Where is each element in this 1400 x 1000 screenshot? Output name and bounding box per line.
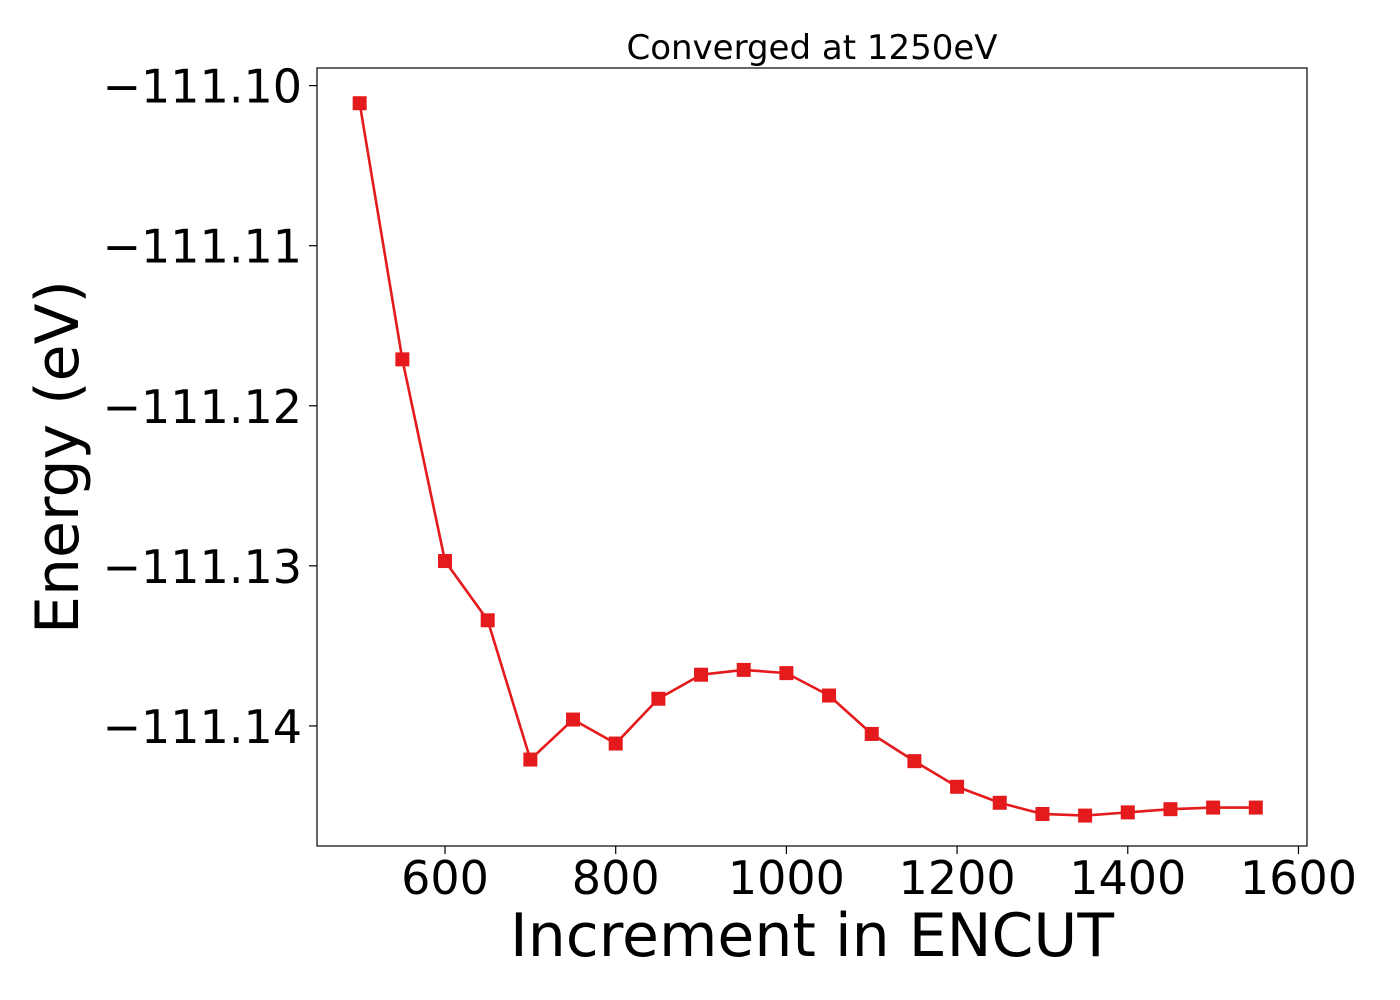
x-tick-label: 1600: [1240, 851, 1357, 905]
x-tick-label: 600: [401, 851, 489, 905]
x-axis-title: Increment in ENCUT: [510, 901, 1114, 971]
data-point-marker: [438, 554, 453, 569]
data-point-marker: [1035, 806, 1050, 821]
data-point-marker: [523, 752, 538, 767]
y-axis: −111.10 −111.11 −111.12 −111.13 −111.14: [103, 60, 317, 754]
data-point-marker: [1120, 805, 1135, 820]
series-layer: [352, 96, 1263, 823]
x-tick-label: 1400: [1069, 851, 1186, 905]
data-point-marker: [822, 688, 837, 703]
y-tick-label: −111.14: [103, 700, 303, 754]
data-point-marker: [608, 736, 623, 751]
data-point-marker: [1163, 802, 1178, 817]
data-point-marker: [992, 795, 1007, 810]
x-axis: 600 800 1000 1200 1400 1600: [401, 846, 1357, 905]
x-tick-label: 1000: [728, 851, 845, 905]
data-point-marker: [779, 666, 794, 681]
data-point-marker: [352, 96, 367, 111]
series-line: [358, 103, 1256, 817]
y-tick-label: −111.10: [103, 60, 303, 114]
data-point-marker: [566, 712, 581, 727]
y-tick-label: −111.12: [103, 380, 303, 434]
data-point-marker: [950, 779, 965, 794]
data-point-marker: [736, 662, 751, 677]
x-tick-label: 800: [572, 851, 660, 905]
data-point-marker: [694, 667, 709, 682]
data-point-marker: [907, 754, 922, 769]
data-point-marker: [1206, 800, 1221, 815]
y-tick-label: −111.13: [103, 540, 303, 594]
data-point-marker: [480, 613, 495, 628]
chart-title: Converged at 1250eV: [626, 28, 997, 68]
data-point-marker: [1078, 808, 1093, 823]
data-point-marker: [864, 726, 879, 741]
data-point-marker: [395, 352, 410, 367]
x-tick-label: 1200: [899, 851, 1016, 905]
y-tick-label: −111.11: [103, 220, 303, 274]
data-point-marker: [1248, 800, 1263, 815]
data-point-marker: [651, 691, 666, 706]
plot-frame: [316, 67, 1308, 847]
y-axis-title: Energy (eV): [23, 280, 93, 634]
